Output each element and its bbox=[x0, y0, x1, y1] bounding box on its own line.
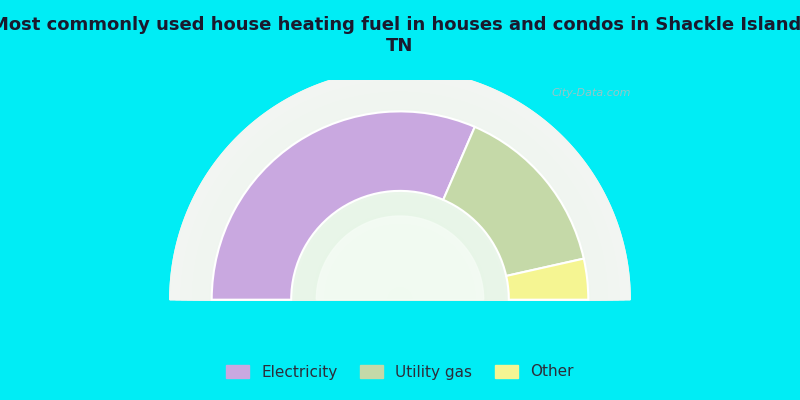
Wedge shape bbox=[506, 259, 588, 300]
Polygon shape bbox=[394, 294, 406, 300]
Text: City-Data.com: City-Data.com bbox=[551, 88, 631, 98]
Polygon shape bbox=[366, 265, 434, 300]
Polygon shape bbox=[316, 216, 484, 300]
Polygon shape bbox=[182, 81, 618, 300]
Polygon shape bbox=[170, 70, 630, 300]
Polygon shape bbox=[245, 144, 555, 300]
Polygon shape bbox=[256, 156, 544, 300]
Polygon shape bbox=[285, 185, 515, 300]
Polygon shape bbox=[290, 190, 510, 300]
Wedge shape bbox=[212, 111, 474, 300]
Polygon shape bbox=[268, 167, 532, 300]
Polygon shape bbox=[319, 219, 481, 300]
Polygon shape bbox=[222, 121, 578, 300]
Polygon shape bbox=[193, 92, 607, 300]
Polygon shape bbox=[382, 282, 418, 300]
Text: Most commonly used house heating fuel in houses and condos in Shackle Island,
TN: Most commonly used house heating fuel in… bbox=[0, 16, 800, 54]
Polygon shape bbox=[354, 254, 446, 300]
Polygon shape bbox=[348, 248, 452, 300]
Polygon shape bbox=[302, 202, 498, 300]
Polygon shape bbox=[170, 70, 630, 300]
Polygon shape bbox=[274, 173, 526, 300]
Polygon shape bbox=[297, 196, 503, 300]
Polygon shape bbox=[331, 231, 469, 300]
Polygon shape bbox=[210, 110, 590, 300]
Polygon shape bbox=[325, 225, 475, 300]
Polygon shape bbox=[337, 236, 463, 300]
Polygon shape bbox=[216, 116, 584, 300]
Polygon shape bbox=[204, 104, 596, 300]
Polygon shape bbox=[187, 87, 613, 300]
Polygon shape bbox=[262, 162, 538, 300]
Polygon shape bbox=[308, 208, 492, 300]
Polygon shape bbox=[389, 288, 411, 300]
Polygon shape bbox=[250, 150, 550, 300]
Polygon shape bbox=[227, 127, 573, 300]
Polygon shape bbox=[360, 260, 440, 300]
Legend: Electricity, Utility gas, Other: Electricity, Utility gas, Other bbox=[220, 358, 580, 386]
Polygon shape bbox=[233, 133, 567, 300]
Polygon shape bbox=[198, 98, 602, 300]
Polygon shape bbox=[279, 179, 521, 300]
Polygon shape bbox=[377, 277, 423, 300]
Polygon shape bbox=[371, 271, 429, 300]
Polygon shape bbox=[239, 138, 561, 300]
Polygon shape bbox=[176, 75, 624, 300]
Polygon shape bbox=[314, 213, 486, 300]
Polygon shape bbox=[342, 242, 458, 300]
Wedge shape bbox=[443, 127, 584, 276]
